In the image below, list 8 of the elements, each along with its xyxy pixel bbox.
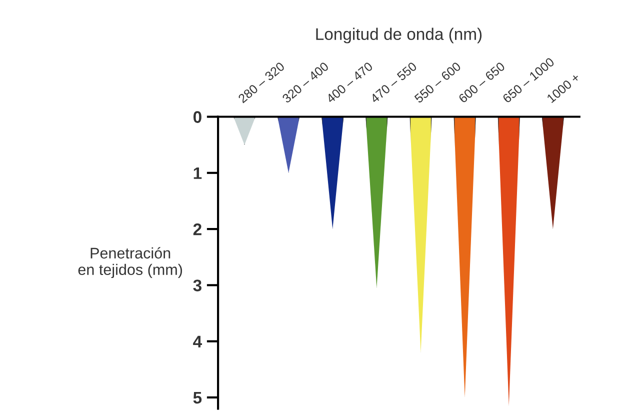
y-tick-label: 3 [193, 280, 202, 292]
x-axis-title: Longitud de onda (nm) [316, 28, 482, 44]
y-axis-title: Penetración en tejidos (mm) [78, 247, 182, 278]
y-tick-label: 4 [193, 336, 202, 348]
y-tick-label: 2 [193, 223, 202, 236]
y-tick-label: 0 [193, 111, 202, 123]
y-tick-label: 1 [194, 167, 202, 179]
y-tick-label: 5 [193, 392, 202, 404]
